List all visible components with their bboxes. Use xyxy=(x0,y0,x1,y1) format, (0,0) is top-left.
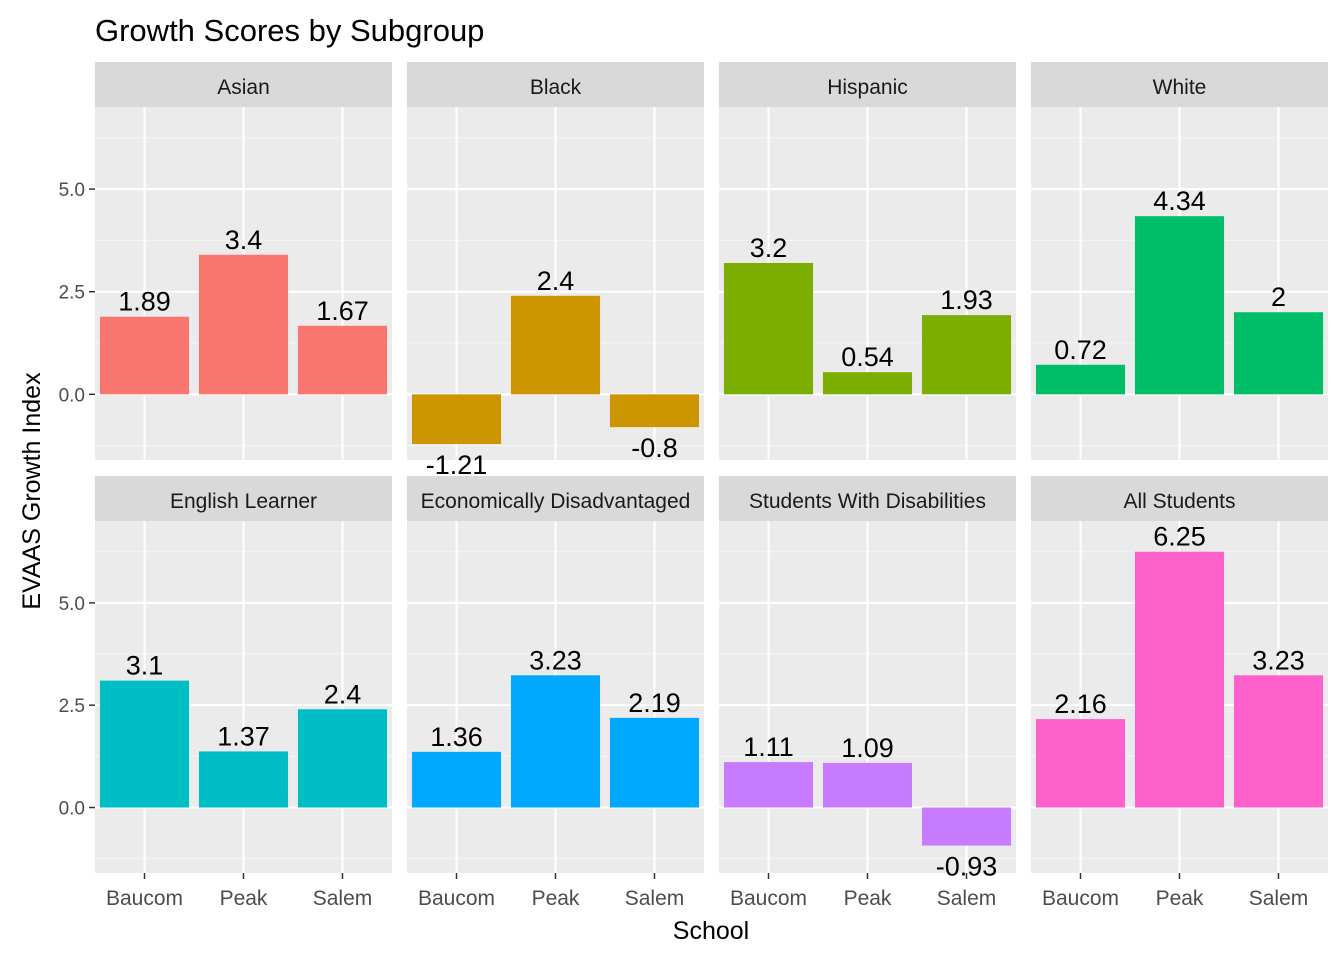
panel-asian: Asian 1.89 3.4 1.67 xyxy=(95,62,392,460)
data-label: -1.21 xyxy=(426,450,488,480)
x-tick-label: Baucom xyxy=(730,887,807,910)
x-tick-label: Baucom xyxy=(418,887,495,910)
data-label: 3.4 xyxy=(225,225,263,255)
x-tick-label: Salem xyxy=(1249,887,1309,910)
y-axis-title: EVAAS Growth Index xyxy=(18,372,46,610)
facet-strip xyxy=(1031,476,1328,521)
bar xyxy=(822,762,913,808)
data-label: 6.25 xyxy=(1153,522,1206,552)
x-tick-label: Peak xyxy=(220,887,268,910)
bar xyxy=(822,372,913,395)
x-tick-label: Peak xyxy=(532,887,580,910)
facet-strip xyxy=(95,62,392,107)
data-label: 1.67 xyxy=(316,296,369,326)
chart-title: Growth Scores by Subgroup xyxy=(95,13,484,48)
data-label: 0.72 xyxy=(1054,335,1107,365)
bar xyxy=(609,717,700,808)
x-axis: Baucom Peak Salem Baucom Peak Salem Baucom Peak… xyxy=(106,873,1308,910)
facet-strip-label: All Students xyxy=(1123,490,1235,513)
facet-strip-label: Black xyxy=(530,76,582,99)
bar xyxy=(609,394,700,428)
bar xyxy=(1233,312,1324,395)
data-label: 3.2 xyxy=(750,233,788,263)
facet-strip-label: Hispanic xyxy=(827,76,908,99)
bar xyxy=(297,325,388,395)
data-label: 0.54 xyxy=(841,342,894,372)
bar xyxy=(921,807,1012,846)
bar xyxy=(723,762,814,808)
bar xyxy=(510,675,601,808)
x-tick-label: Salem xyxy=(313,887,373,910)
data-label: 1.93 xyxy=(940,285,993,315)
facet-strip-label: Asian xyxy=(217,76,270,99)
data-label: 1.37 xyxy=(217,721,270,751)
bar xyxy=(198,254,289,395)
facet-strip xyxy=(719,62,1016,107)
data-label: 2.16 xyxy=(1054,689,1107,719)
y-tick-label: 0.0 xyxy=(59,799,85,820)
bar xyxy=(1233,675,1324,808)
y-tick-label: 2.5 xyxy=(59,283,85,304)
data-label: 2.4 xyxy=(324,679,362,709)
data-label: 1.89 xyxy=(118,287,171,317)
data-label: 2.19 xyxy=(628,688,681,718)
y-axis: 0.0 2.5 5.0 0.0 2.5 5.0 xyxy=(59,180,95,820)
bar xyxy=(1035,719,1126,808)
facet-strip-label: Economically Disadvantaged xyxy=(421,490,691,513)
bar xyxy=(198,751,289,808)
x-tick-label: Baucom xyxy=(1042,887,1119,910)
bar xyxy=(99,316,190,395)
bar xyxy=(723,262,814,395)
panel-english-learner: English Learner 3.1 1.37 2.4 xyxy=(95,476,392,873)
bar xyxy=(297,709,388,808)
data-label: 3.1 xyxy=(126,651,164,681)
bar xyxy=(411,751,502,808)
data-label: 3.23 xyxy=(1252,645,1305,675)
facet-strip xyxy=(1031,62,1328,107)
facet-strip xyxy=(407,476,704,521)
x-tick-label: Salem xyxy=(625,887,685,910)
bar xyxy=(99,680,190,808)
data-label: -0.8 xyxy=(631,433,678,463)
x-axis-title: School xyxy=(673,917,749,945)
panel-hispanic: Hispanic 3.2 0.54 1.93 xyxy=(719,62,1016,460)
facet-strip xyxy=(95,476,392,521)
bar xyxy=(411,394,502,444)
panel-black: Black -1.21 2.4 -0.8 xyxy=(407,62,704,480)
facet-strip-label: Students With Disabilities xyxy=(749,490,986,513)
y-tick-label: 0.0 xyxy=(59,385,85,406)
y-tick-label: 5.0 xyxy=(59,594,85,615)
panel-all-students: All Students 2.16 6.25 3.23 xyxy=(1031,476,1328,873)
data-label: 4.34 xyxy=(1153,186,1206,216)
x-tick-label: Baucom xyxy=(106,887,183,910)
y-tick-label: 2.5 xyxy=(59,696,85,717)
bar xyxy=(510,295,601,395)
x-tick-label: Peak xyxy=(1156,887,1204,910)
y-tick-label: 5.0 xyxy=(59,180,85,201)
bar xyxy=(921,315,1012,395)
x-tick-label: Peak xyxy=(844,887,892,910)
data-label: 1.09 xyxy=(841,733,894,763)
facet-strip-label: White xyxy=(1153,76,1207,99)
data-label: 1.36 xyxy=(430,722,483,752)
bar xyxy=(1035,364,1126,395)
facet-strip-label: English Learner xyxy=(170,490,317,513)
bar xyxy=(1134,551,1225,808)
bar xyxy=(1134,216,1225,395)
data-label: 2 xyxy=(1271,282,1286,312)
data-label: 3.23 xyxy=(529,645,582,675)
data-label: 1.11 xyxy=(743,732,794,762)
panel-economically-disadvantaged: Economically Disadvantaged 1.36 3.23 2.19 xyxy=(407,476,704,873)
data-label: 2.4 xyxy=(537,266,575,296)
panels-layer: Asian 1.89 3.4 1.67 Black -1.21 2.4 -0.8 Hispani… xyxy=(95,62,1328,882)
x-tick-label: Salem xyxy=(937,887,997,910)
facet-strip xyxy=(719,476,1016,521)
facet-strip xyxy=(407,62,704,107)
panel-white: White 0.72 4.34 2 xyxy=(1031,62,1328,460)
